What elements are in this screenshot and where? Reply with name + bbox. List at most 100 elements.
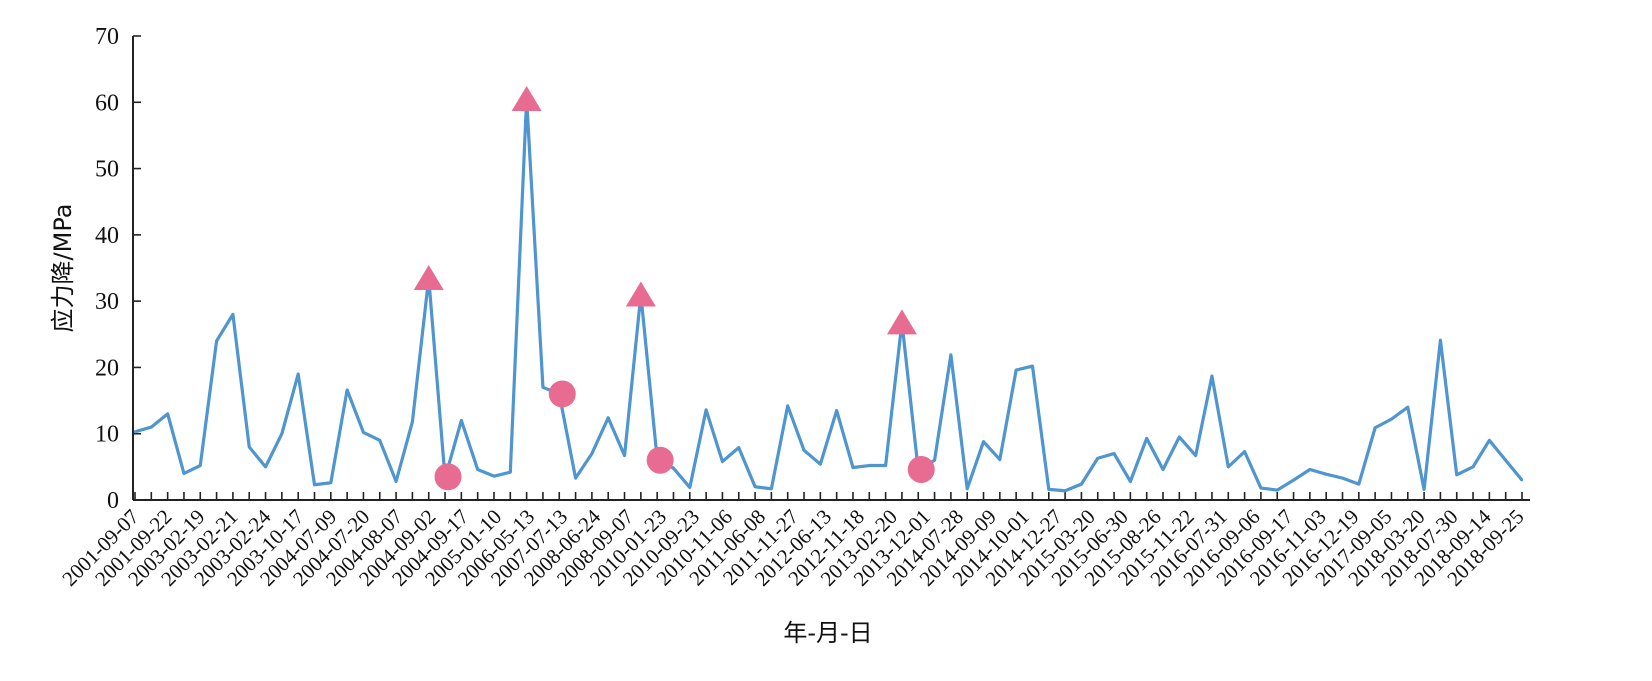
data-point (1390, 417, 1393, 421)
data-point (1145, 437, 1148, 440)
data-point (1194, 454, 1197, 457)
y-tick-label: 10 (95, 422, 119, 448)
data-point (1357, 482, 1361, 486)
data-point (280, 432, 284, 435)
circle-marker (434, 463, 462, 491)
data-point (1178, 435, 1181, 439)
data-point (802, 449, 806, 452)
data-point (1471, 465, 1475, 469)
data-point (721, 460, 724, 463)
data-point (150, 425, 153, 429)
series-group (133, 97, 1524, 493)
data-point (786, 404, 789, 408)
data-point (1308, 468, 1312, 471)
data-point (737, 446, 740, 449)
data-point (460, 419, 463, 422)
data-point (1439, 339, 1442, 342)
data-point (868, 464, 871, 467)
data-point (1422, 488, 1426, 491)
data-point (1080, 482, 1083, 486)
data-point (1504, 459, 1507, 462)
peak-triangle-marker (511, 85, 542, 111)
y-tick-label: 50 (95, 157, 119, 183)
data-point (231, 313, 235, 316)
data-point (1373, 426, 1377, 429)
data-point (982, 440, 985, 443)
data-point (607, 416, 610, 420)
data-point (623, 454, 626, 457)
data-point (1112, 452, 1116, 455)
data-point (329, 481, 333, 484)
data-point (166, 412, 169, 416)
data-point (1096, 457, 1099, 460)
peak-triangle-marker (886, 309, 917, 335)
peak-triangle-marker (625, 281, 656, 307)
y-tick-label: 70 (95, 24, 119, 50)
stress-drop-line (134, 97, 1524, 493)
data-point (541, 386, 545, 389)
data-point (182, 472, 186, 475)
data-point (590, 452, 594, 455)
data-point (1243, 450, 1246, 453)
data-point (851, 466, 855, 469)
data-point (1520, 478, 1524, 482)
data-point (688, 486, 691, 489)
data-point (1014, 368, 1018, 372)
data-point (753, 485, 757, 488)
data-point (884, 464, 887, 467)
data-point (1292, 478, 1295, 482)
y-tick-label: 20 (95, 355, 119, 381)
circle-marker (646, 446, 674, 474)
data-point (1324, 472, 1328, 476)
data-point (345, 388, 349, 392)
peak-triangle-marker (413, 264, 444, 290)
circle-marker (907, 456, 935, 484)
data-point (1063, 489, 1067, 492)
data-point (378, 439, 381, 442)
data-point (1488, 439, 1491, 442)
data-point (248, 445, 251, 449)
data-point (704, 408, 708, 412)
data-point (770, 487, 773, 490)
data-point (215, 339, 218, 343)
data-point (1227, 465, 1230, 469)
y-tick-label: 60 (95, 90, 119, 116)
data-point (672, 466, 675, 470)
data-point (362, 431, 365, 434)
data-point (1047, 488, 1050, 491)
x-axis-title: 年-月-日 (783, 619, 872, 647)
data-point (1259, 486, 1263, 490)
circle-marker (548, 380, 576, 408)
data-point (1406, 406, 1409, 409)
data-point (1210, 374, 1214, 378)
data-point (199, 464, 202, 467)
y-ticks: 0 10 20 30 40 50 60 70 (95, 24, 141, 514)
y-tick-label: 40 (95, 223, 119, 249)
data-point (835, 409, 838, 412)
data-point (1161, 468, 1165, 471)
data-point (476, 468, 479, 471)
data-point (1129, 480, 1132, 483)
data-point (394, 480, 398, 483)
data-point (1031, 364, 1034, 368)
y-tick-label: 30 (95, 289, 119, 315)
data-point (296, 372, 300, 376)
data-point (998, 458, 1002, 461)
data-point (411, 420, 414, 423)
data-point (313, 483, 316, 486)
y-axis-title: 应力降/MPa (49, 204, 77, 333)
marker-group (413, 85, 935, 491)
data-point (966, 487, 969, 490)
y-tick-label: 0 (107, 488, 119, 514)
data-point (949, 353, 953, 357)
data-point (819, 463, 822, 466)
data-point (1276, 488, 1279, 492)
data-point (133, 430, 137, 433)
data-point (574, 476, 577, 480)
data-point (264, 465, 267, 469)
data-point (492, 474, 496, 478)
data-point (933, 459, 936, 462)
data-point (509, 470, 512, 474)
